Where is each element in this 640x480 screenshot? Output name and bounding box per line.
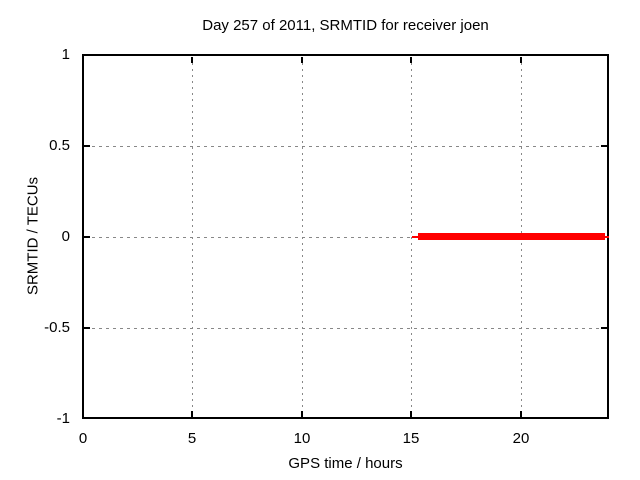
x-tick-label-20: 20 (512, 430, 530, 447)
x-tick-mark-top-5 (191, 57, 193, 63)
y-tick-mark-left-0.5 (84, 145, 90, 147)
x-tick-mark-bottom-15 (410, 411, 412, 417)
x-tick-label-15: 15 (402, 430, 420, 447)
x-tick-mark-bottom-20 (520, 411, 522, 417)
y-tick-label-0: 0 (61, 228, 70, 245)
x-axis-label: GPS time / hours (288, 455, 403, 472)
y-tick-mark-left--0.5 (84, 327, 90, 329)
y-tick-label-1: 1 (61, 46, 70, 63)
x-tick-label-0: 0 (78, 430, 88, 447)
x-tick-mark-top-10 (301, 57, 303, 63)
x-tick-mark-bottom-10 (301, 411, 303, 417)
x-tick-label-5: 5 (187, 430, 197, 447)
y-tick-mark-right--0.5 (601, 327, 607, 329)
gridline-horizontal--0.5 (85, 328, 607, 329)
y-axis-label: SRMTID / TECUs (24, 176, 42, 296)
y-tick-mark-right-0.5 (601, 145, 607, 147)
x-tick-mark-bottom-5 (191, 411, 193, 417)
y-tick-label-0.5: 0.5 (49, 137, 70, 154)
gridline-horizontal-0.5 (85, 146, 607, 147)
y-tick-mark-left-0 (84, 236, 90, 238)
x-tick-mark-top-15 (410, 57, 412, 63)
gridline-horizontal-0 (85, 237, 607, 238)
data-series-line-body (418, 233, 605, 240)
x-tick-label-10: 10 (293, 430, 311, 447)
y-tick-label--1: -1 (56, 410, 70, 427)
chart-title: Day 257 of 2011, SRMTID for receiver joe… (202, 17, 489, 34)
y-tick-label--0.5: -0.5 (44, 319, 70, 336)
x-tick-mark-top-20 (520, 57, 522, 63)
